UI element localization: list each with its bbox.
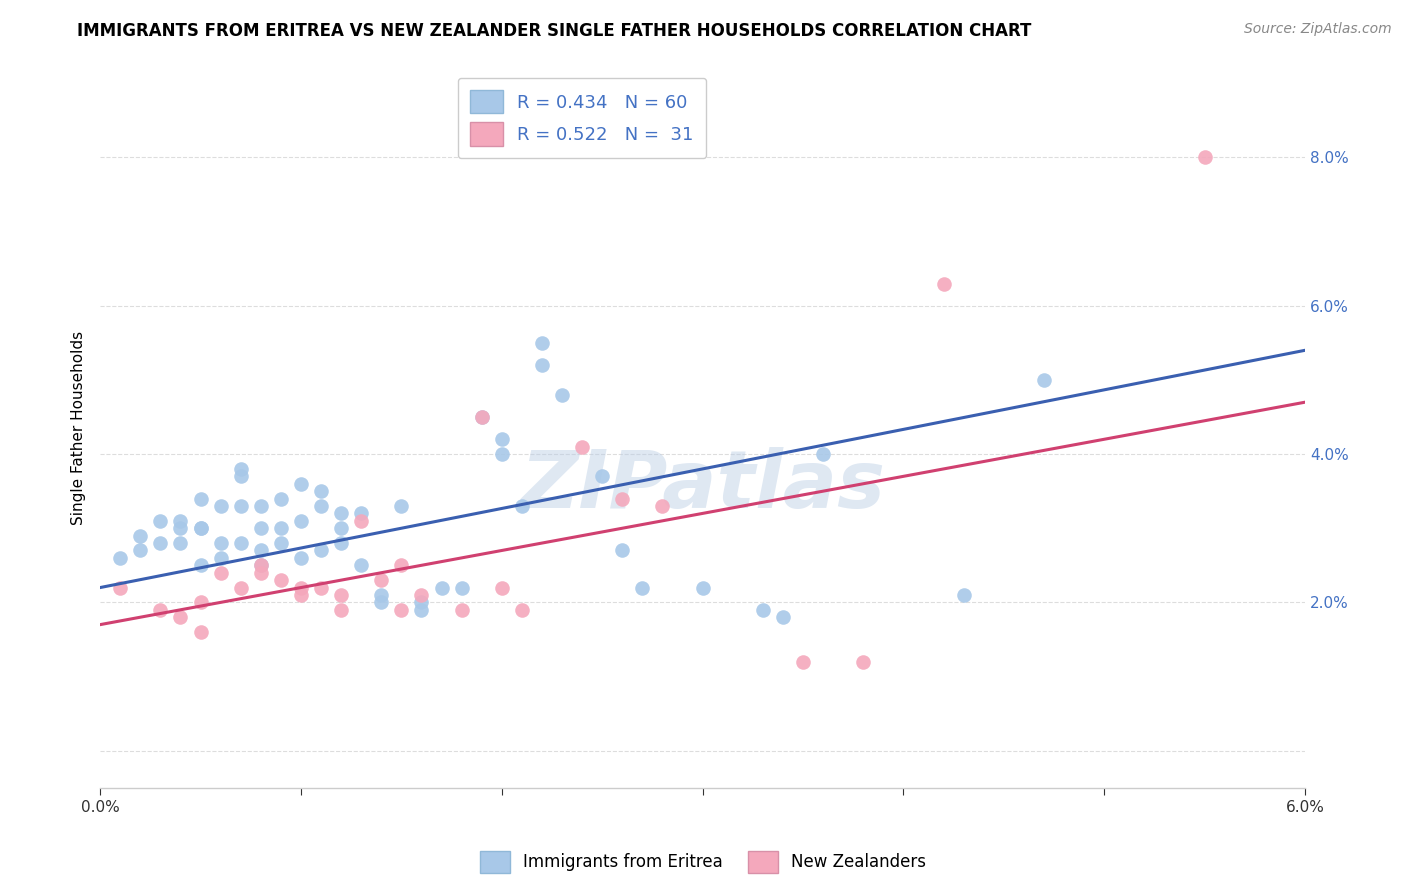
Point [209, 536, 232, 550]
Point [149, 514, 172, 528]
Point [169, 610, 191, 624]
Point [309, 581, 332, 595]
Point [108, 581, 131, 595]
Point [692, 581, 714, 595]
Point [129, 529, 152, 543]
Point [270, 573, 292, 587]
Point [932, 277, 955, 291]
Point [190, 521, 212, 535]
Point [370, 595, 392, 609]
Point [350, 558, 373, 573]
Point [229, 469, 252, 483]
Point [752, 603, 775, 617]
Point [229, 581, 252, 595]
Point [792, 655, 814, 669]
Y-axis label: Single Father Households: Single Father Households [72, 331, 86, 525]
Point [249, 543, 271, 558]
Text: IMMIGRANTS FROM ERITREA VS NEW ZEALANDER SINGLE FATHER HOUSEHOLDS CORRELATION CH: IMMIGRANTS FROM ERITREA VS NEW ZEALANDER… [77, 22, 1032, 40]
Point [952, 588, 974, 602]
Point [149, 536, 172, 550]
Point [309, 499, 332, 513]
Point [1194, 151, 1216, 165]
Text: Source: ZipAtlas.com: Source: ZipAtlas.com [1244, 22, 1392, 37]
Point [169, 536, 191, 550]
Point [450, 581, 472, 595]
Point [491, 432, 513, 446]
Point [571, 440, 593, 454]
Point [330, 588, 353, 602]
Point [471, 410, 494, 425]
Point [389, 499, 412, 513]
Point [190, 595, 212, 609]
Point [169, 521, 191, 535]
Text: ZIPatlas: ZIPatlas [520, 447, 886, 524]
Point [471, 410, 494, 425]
Point [350, 514, 373, 528]
Point [149, 603, 172, 617]
Point [510, 603, 533, 617]
Point [209, 566, 232, 580]
Point [551, 388, 574, 402]
Point [330, 536, 353, 550]
Point [290, 550, 312, 565]
Point [209, 550, 232, 565]
Point [190, 625, 212, 640]
Point [411, 588, 433, 602]
Point [249, 558, 271, 573]
Point [169, 514, 191, 528]
Point [249, 558, 271, 573]
Point [631, 581, 654, 595]
Point [612, 491, 634, 506]
Point [430, 581, 453, 595]
Point [190, 558, 212, 573]
Point [852, 655, 875, 669]
Point [370, 588, 392, 602]
Legend: Immigrants from Eritrea, New Zealanders: Immigrants from Eritrea, New Zealanders [474, 845, 932, 880]
Point [612, 543, 634, 558]
Point [190, 491, 212, 506]
Point [270, 521, 292, 535]
Point [491, 447, 513, 461]
Point [350, 507, 373, 521]
Point [651, 499, 673, 513]
Point [270, 536, 292, 550]
Point [249, 499, 271, 513]
Point [129, 543, 152, 558]
Point [510, 499, 533, 513]
Point [811, 447, 834, 461]
Point [411, 595, 433, 609]
Point [330, 507, 353, 521]
Point [309, 543, 332, 558]
Point [108, 550, 131, 565]
Point [411, 603, 433, 617]
Point [190, 521, 212, 535]
Point [530, 335, 553, 350]
Point [1033, 373, 1056, 387]
Point [249, 566, 271, 580]
Point [491, 581, 513, 595]
Point [591, 469, 613, 483]
Point [530, 358, 553, 372]
Point [772, 610, 794, 624]
Point [450, 603, 472, 617]
Point [229, 536, 252, 550]
Point [229, 462, 252, 476]
Point [270, 491, 292, 506]
Point [389, 603, 412, 617]
Point [290, 476, 312, 491]
Point [290, 514, 312, 528]
Point [290, 588, 312, 602]
Legend: R = 0.434   N = 60, R = 0.522   N =  31: R = 0.434 N = 60, R = 0.522 N = 31 [458, 78, 706, 158]
Point [229, 499, 252, 513]
Point [249, 521, 271, 535]
Point [330, 521, 353, 535]
Point [370, 573, 392, 587]
Point [309, 484, 332, 499]
Point [330, 603, 353, 617]
Point [389, 558, 412, 573]
Point [209, 499, 232, 513]
Point [290, 581, 312, 595]
